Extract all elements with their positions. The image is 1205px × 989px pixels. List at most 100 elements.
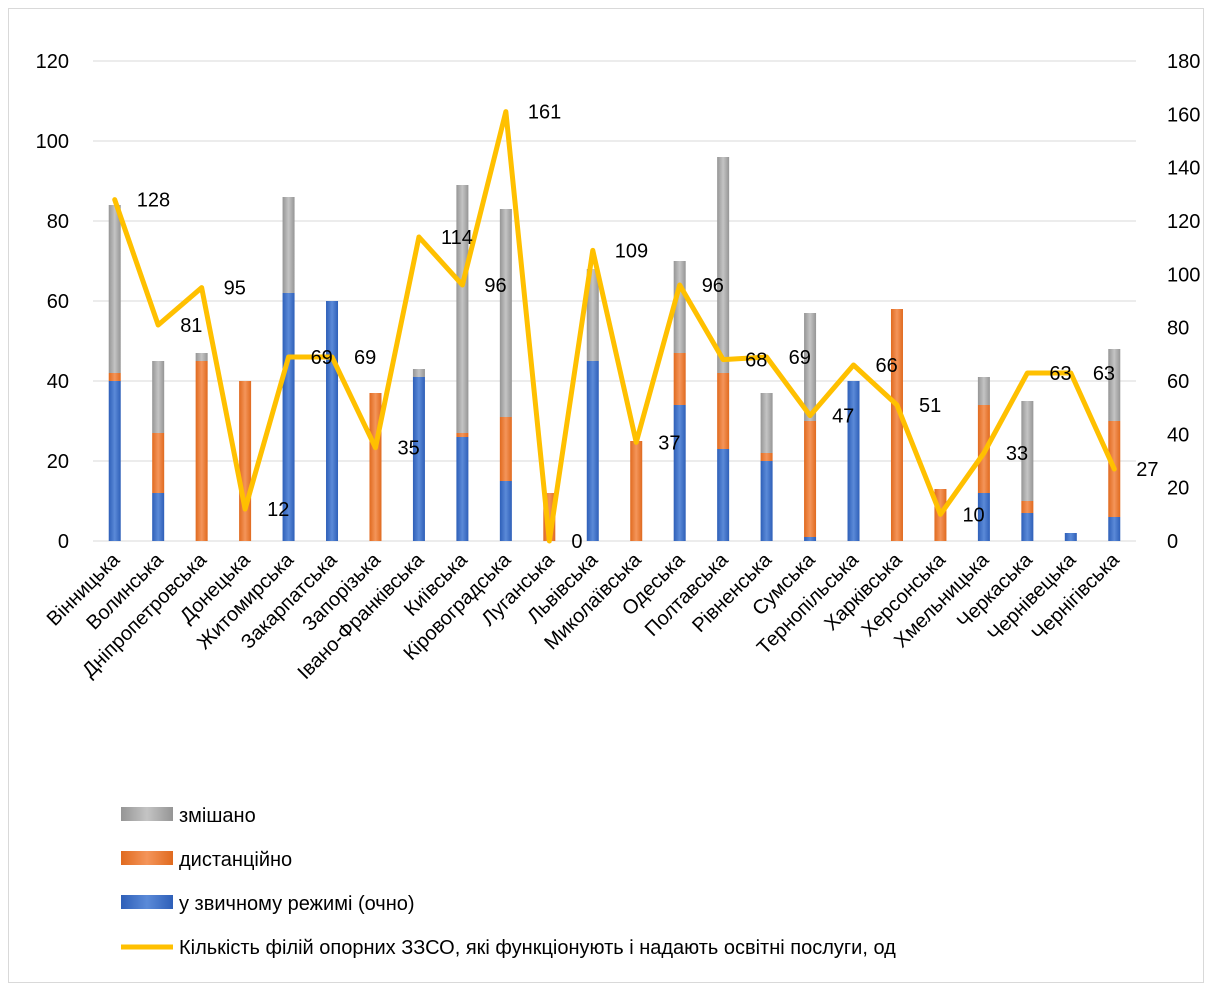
bar-segment-zmishano: [1021, 401, 1034, 501]
line-data-label: 37: [658, 432, 680, 454]
bar-segment-zmishano: [456, 185, 469, 433]
bar-segment-dystantsiino: [239, 381, 252, 541]
y-right-tick-label: 40: [1167, 424, 1189, 446]
bar-segment-zmishano: [412, 369, 425, 377]
line-data-label: 66: [876, 355, 898, 377]
y-right-tick-label: 120: [1167, 211, 1200, 233]
legend-label: Кількість філій опорних ЗЗСО, які функці…: [179, 937, 896, 959]
bar-segment-zmishano: [499, 209, 512, 417]
bar-segment-ochno: [760, 461, 773, 541]
x-axis: ВінницькаВолинськаДніпропетровськаДонець…: [43, 548, 1125, 683]
y-right-tick-label: 160: [1167, 104, 1200, 126]
line-data-label: 10: [962, 504, 984, 526]
y-left-tick-label: 0: [58, 531, 69, 553]
bar-segment-dystantsiino: [804, 421, 817, 537]
line-data-label: 47: [832, 406, 854, 428]
gridlines: [93, 60, 1136, 542]
bar-segment-ochno: [1108, 517, 1121, 541]
line-data-label: 51: [919, 395, 941, 417]
bar-segment-dystantsiino: [630, 441, 643, 541]
line-data-label: 0: [571, 531, 582, 553]
line-data-label: 69: [354, 347, 376, 369]
line-data-label: 33: [1006, 443, 1028, 465]
y-right-tick-label: 100: [1167, 264, 1200, 286]
legend-swatch: [121, 807, 173, 821]
bar-segment-zmishano: [1108, 349, 1121, 421]
line-data-label: 63: [1049, 363, 1071, 385]
line-data-label: 35: [397, 438, 419, 460]
bar-segment-dystantsiino: [499, 417, 512, 481]
legend-label: змішано: [179, 805, 256, 827]
y-left-tick-label: 40: [47, 371, 69, 393]
bar-segment-zmishano: [195, 353, 208, 361]
bar-segment-ochno: [847, 381, 860, 541]
y-left-tick-label: 60: [47, 291, 69, 313]
bar-segment-zmishano: [804, 313, 817, 421]
bar-segment-dystantsiino: [195, 361, 208, 541]
bar-segment-zmishano: [673, 261, 686, 353]
line-data-label: 128: [137, 190, 170, 212]
y-left-tick-label: 120: [36, 51, 69, 73]
bar-segment-dystantsiino: [1021, 501, 1034, 513]
bar-segment-ochno: [412, 377, 425, 541]
line-data-label: 27: [1136, 459, 1158, 481]
legend: змішано дистанційно у звичному режимі (очн…: [121, 805, 896, 959]
bar-segment-zmishano: [108, 205, 121, 373]
y-right-tick-label: 20: [1167, 478, 1189, 500]
line-data-label: 109: [615, 240, 648, 262]
y-left-tick-label: 80: [47, 211, 69, 233]
bar-segment-zmishano: [977, 377, 990, 405]
stacked-bar-line-chart: 128 81 95 12 69 69 35 114 96 161 0 109 37 96 68 69 47 66 5…: [36, 51, 1201, 959]
line-data-label: 69: [789, 347, 811, 369]
bar-segment-ochno: [152, 493, 165, 541]
bar-segment-ochno: [108, 381, 121, 541]
y-left-tick-label: 20: [47, 451, 69, 473]
bar-segment-dystantsiino: [760, 453, 773, 461]
line-data-label: 114: [441, 227, 473, 249]
y-right-tick-label: 140: [1167, 158, 1200, 180]
bar-segment-ochno: [1021, 513, 1034, 541]
line-data-label: 69: [311, 347, 333, 369]
line-data-label: 96: [702, 275, 724, 297]
line-data-label: 63: [1093, 363, 1115, 385]
legend-label: дистанційно: [179, 849, 292, 871]
bars-group: [108, 157, 1121, 541]
bar-segment-ochno: [977, 493, 990, 541]
bar-segment-ochno: [326, 301, 339, 541]
chart-frame: 128 81 95 12 69 69 35 114 96 161 0 109 37 96 68 69 47 66 5…: [8, 8, 1204, 983]
bar-segment-ochno: [456, 437, 469, 541]
bar-segment-dystantsiino: [456, 433, 469, 437]
bar-segment-zmishano: [282, 197, 295, 293]
y-right-tick-label: 80: [1167, 318, 1189, 340]
bar-segment-zmishano: [586, 269, 599, 361]
bar-segment-dystantsiino: [152, 433, 165, 493]
line-series-filii: [112, 109, 1117, 544]
line-data-label: 12: [267, 499, 289, 521]
bar-segment-zmishano: [152, 361, 165, 433]
bar-segment-ochno: [1064, 533, 1077, 541]
bar-segment-ochno: [586, 361, 599, 541]
bar-segment-dystantsiino: [890, 309, 903, 541]
line-data-labels: 128 81 95 12 69 69 35 114 96 161 0 109 37 96 68 69 47 66 5…: [137, 102, 1159, 553]
line-data-label: 81: [180, 315, 202, 337]
legend-label: у звичному режимі (очно): [179, 893, 415, 915]
bar-segment-dystantsiino: [717, 373, 730, 449]
bar-segment-dystantsiino: [673, 353, 686, 405]
legend-swatch: [121, 895, 173, 909]
legend-swatch: [121, 851, 173, 865]
y-right-tick-label: 0: [1167, 531, 1178, 553]
bar-segment-ochno: [717, 449, 730, 541]
y-axis-left: 0 20 40 60 80 100 120: [36, 51, 69, 553]
y-axis-right: 0 20 40 60 80 100 120 140 160 180: [1167, 51, 1200, 553]
bar-segment-zmishano: [760, 393, 773, 453]
line-data-label: 96: [484, 275, 506, 297]
line-data-label: 68: [745, 350, 767, 372]
bar-segment-ochno: [673, 405, 686, 541]
bar-segment-zmishano: [717, 157, 730, 373]
bar-segment-ochno: [804, 537, 817, 541]
y-right-tick-label: 60: [1167, 371, 1189, 393]
line-series-group: [112, 109, 1117, 544]
y-left-tick-label: 100: [36, 131, 69, 153]
line-data-label: 95: [224, 278, 246, 300]
bar-segment-ochno: [499, 481, 512, 541]
